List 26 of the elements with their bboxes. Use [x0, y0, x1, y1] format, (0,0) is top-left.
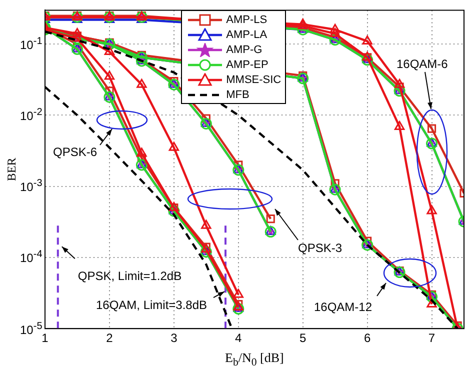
annotation: QPSK-3	[298, 241, 342, 255]
x-tick-label: 3	[170, 331, 178, 346]
y-tick-label: 10$^{-4}$	[20, 249, 42, 266]
x-tick-label: 4	[235, 331, 242, 346]
x-tick-label: 1	[42, 331, 49, 346]
legend-label: AMP-LS	[226, 14, 268, 26]
y-tick-label: 10$^{-5}$	[20, 320, 42, 337]
legend-label: MFB	[226, 88, 250, 101]
x-tick-label: 2	[106, 331, 114, 346]
y-axis-title: BER	[4, 158, 18, 182]
legend-label: MMSE-SIC	[226, 74, 282, 86]
legend-label: AMP-EP	[226, 58, 268, 71]
y-tick-label: 10$^{-2}$	[20, 107, 42, 124]
legend-label: AMP-LA	[226, 28, 268, 41]
x-tick-label: 7	[428, 331, 436, 346]
ref-line-label: 16QAM, Limit=3.8dB	[96, 298, 208, 312]
x-tick-label: 6	[364, 331, 371, 346]
annotation: QPSK-6	[53, 145, 98, 159]
y-tick-label: 10$^{-1}$	[20, 36, 42, 52]
y-tick-label: 10$^{-3}$	[20, 178, 42, 194]
annotation: 16QAM-6	[396, 57, 448, 71]
ref-line-label: QPSK, Limit=1.2dB	[78, 268, 182, 283]
x-tick-label: 5	[300, 331, 306, 346]
annotation: 16QAM-12	[314, 300, 372, 314]
legend-label: AMP-G	[226, 44, 262, 56]
x-axis-title: E$_{b}$/N$_{0}$ [dB]	[225, 350, 284, 369]
